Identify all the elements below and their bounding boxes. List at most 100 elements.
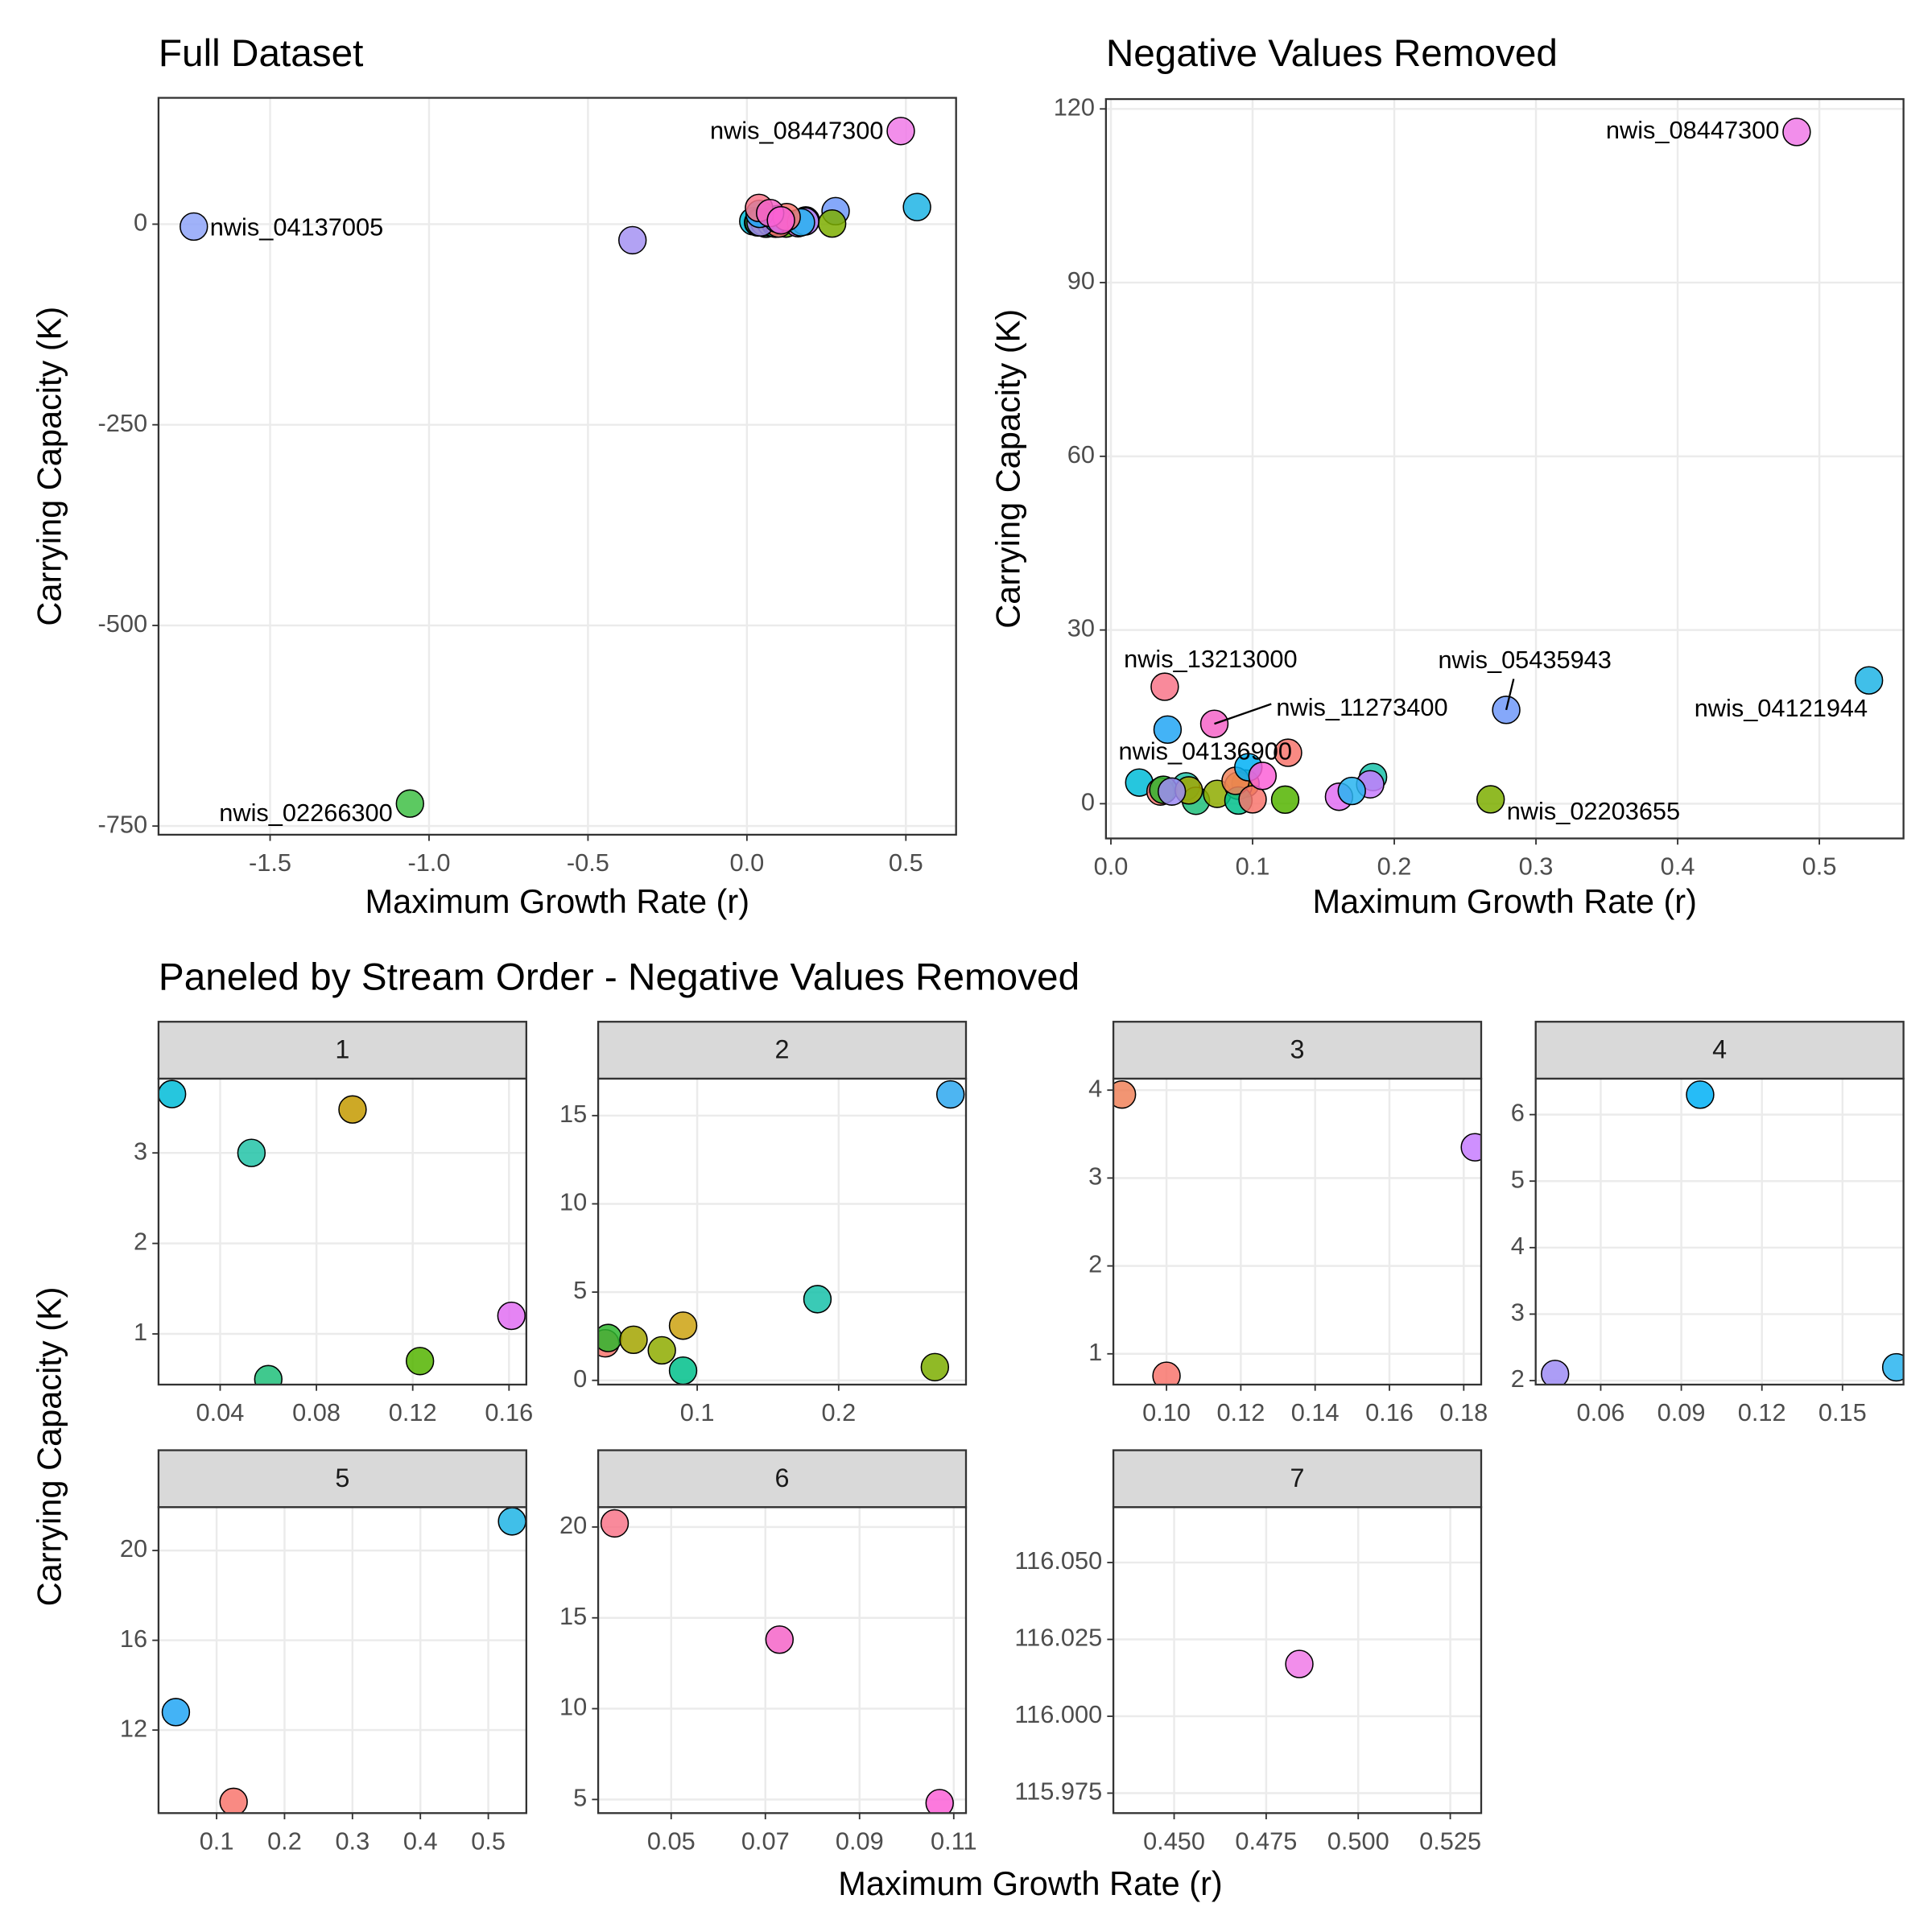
point-label: nwis_02203655 (1507, 797, 1680, 825)
x-tick-label: 0.5 (889, 848, 923, 877)
plot-background (158, 1507, 526, 1814)
data-point (803, 1285, 832, 1314)
y-tick-label: 10 (559, 1188, 587, 1216)
data-point (766, 205, 795, 235)
panel-border (1104, 97, 1905, 840)
strip-label: 7 (1290, 1463, 1305, 1492)
y-tick-label: 16 (120, 1624, 147, 1653)
data-point (1541, 1360, 1570, 1385)
y-tick-label: 15 (559, 1602, 587, 1630)
y-tick-label: 30 (1067, 614, 1095, 642)
data-point (1274, 738, 1302, 767)
x-tick-label: 0.525 (1419, 1827, 1481, 1855)
data-point (254, 1364, 283, 1385)
panel-border (597, 1506, 968, 1814)
strip-label: 5 (335, 1463, 349, 1492)
strip (157, 1449, 527, 1509)
data-point (817, 209, 847, 238)
data-point (1270, 785, 1300, 815)
data-point (158, 1080, 187, 1108)
data-point (180, 212, 208, 242)
data-point (618, 225, 647, 255)
y-tick-label: 116.050 (1014, 1546, 1102, 1575)
y-tick-label: 3 (1088, 1162, 1102, 1191)
data-point (338, 1095, 367, 1124)
strip-label: 4 (1712, 1035, 1727, 1064)
data-point (395, 789, 424, 818)
x-tick-label: 0.4 (403, 1827, 438, 1855)
x-tick-label: 0.16 (1365, 1398, 1414, 1426)
strip-label: 6 (775, 1463, 790, 1492)
y-tick-label: 2 (134, 1228, 147, 1256)
point-label: nwis_13213000 (1124, 645, 1297, 673)
data-point (1152, 1361, 1181, 1385)
y-tick-label: 5 (573, 1784, 587, 1812)
data-point (1285, 1649, 1314, 1678)
data-point (935, 1080, 965, 1109)
x-tick-label: 0.18 (1439, 1398, 1488, 1426)
x-axis-title: Maximum Growth Rate (r) (1312, 882, 1696, 920)
x-tick-label: -1.0 (407, 848, 450, 877)
data-point (219, 1787, 248, 1814)
y-tick-label: 4 (1511, 1232, 1525, 1260)
data-point (1686, 1080, 1715, 1109)
point-label: nwis_08447300 (710, 116, 883, 144)
y-tick-label: 116.025 (1014, 1624, 1102, 1652)
chart-title: Paneled by Stream Order - Negative Value… (159, 956, 1080, 999)
x-tick-label: 0.06 (1577, 1398, 1625, 1426)
data-point (920, 1352, 950, 1381)
y-tick-label: 6 (1511, 1099, 1525, 1127)
x-tick-label: 0.04 (196, 1398, 245, 1426)
y-tick-label: 4 (1088, 1074, 1102, 1102)
point-label: nwis_02266300 (219, 799, 392, 827)
y-tick-label: 0 (573, 1364, 587, 1393)
x-tick-label: 0.3 (335, 1827, 369, 1855)
data-point (1113, 1080, 1137, 1109)
x-tick-label: 0.0 (1094, 852, 1129, 881)
y-tick-label: -500 (98, 609, 148, 638)
x-axis-title: Maximum Growth Rate (r) (365, 882, 749, 920)
chart-title: Full Dataset (159, 32, 363, 75)
data-point (497, 1507, 526, 1536)
data-point (497, 1301, 526, 1331)
y-tick-label: 90 (1067, 266, 1095, 295)
y-tick-label: 60 (1067, 440, 1095, 469)
data-point (1337, 776, 1366, 806)
x-tick-label: 0.09 (1657, 1398, 1706, 1426)
data-point (619, 1325, 648, 1354)
y-tick-label: 3 (1511, 1298, 1525, 1327)
strip-label: 1 (335, 1035, 349, 1064)
y-tick-label: 5 (573, 1276, 587, 1304)
x-tick-label: 0.16 (485, 1398, 533, 1426)
panel-border (1112, 1077, 1483, 1386)
data-point (1460, 1133, 1481, 1162)
x-tick-label: 0.07 (741, 1827, 790, 1855)
leader-line (1505, 679, 1515, 711)
strip (1112, 1449, 1483, 1509)
data-point (886, 117, 915, 146)
strip-label: 3 (1290, 1035, 1305, 1064)
plot-background (1113, 1079, 1481, 1385)
y-tick-label: 116.000 (1014, 1700, 1102, 1728)
panel-border (157, 97, 957, 836)
y-axis-title: Carrying Capacity (K) (31, 307, 68, 626)
x-tick-label: 0.4 (1661, 852, 1695, 881)
y-tick-label: 20 (559, 1511, 587, 1539)
data-point (647, 1335, 676, 1365)
strip (1534, 1021, 1905, 1080)
panel-border (597, 1077, 968, 1386)
x-tick-label: 0.5 (471, 1827, 506, 1855)
plot-background (598, 1079, 966, 1385)
data-point (1782, 118, 1811, 147)
x-tick-label: 0.5 (1802, 852, 1837, 881)
y-tick-label: 20 (120, 1534, 147, 1563)
y-tick-label: 3 (134, 1137, 147, 1165)
data-point (1881, 1352, 1904, 1382)
y-tick-label: 2 (1088, 1250, 1102, 1278)
y-tick-label: 115.975 (1014, 1777, 1102, 1806)
x-tick-label: 0.3 (1519, 852, 1554, 881)
x-tick-label: 0.12 (1216, 1398, 1265, 1426)
data-point (668, 1311, 698, 1340)
point-label: nwis_05435943 (1438, 646, 1611, 674)
y-tick-label: 120 (1054, 93, 1095, 121)
